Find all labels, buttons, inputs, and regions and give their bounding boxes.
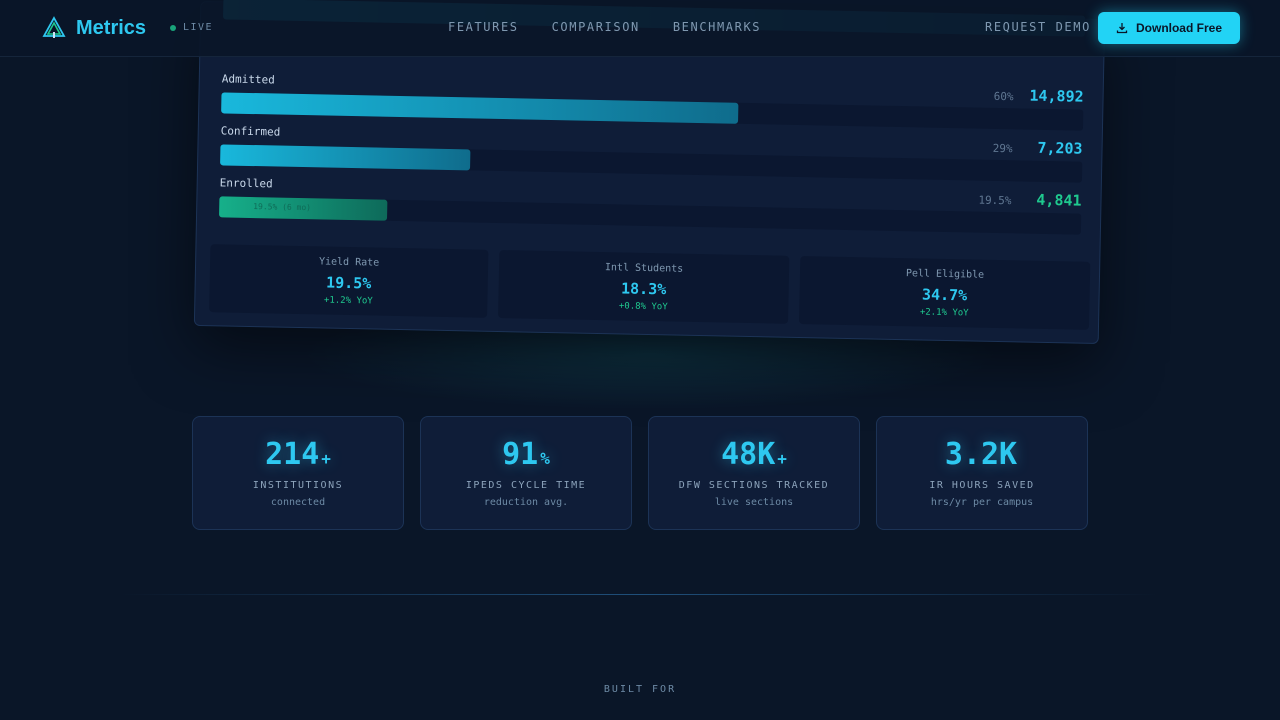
metric-number-wrap: 48K + (649, 437, 859, 472)
funnel-row-value: 14,892 (1029, 86, 1084, 106)
metric-sub: live sections (714, 497, 794, 508)
metric-label: INSTITUTIONS (252, 480, 344, 491)
metric-card-ir-hours: 3.2K IR HOURS SAVED hrs/yr per campus (876, 416, 1088, 530)
funnel-bar (220, 144, 471, 171)
funnel-row-label: Confirmed (220, 124, 281, 139)
metric-card-institutions: 214 + INSTITUTIONS connected (192, 416, 404, 530)
funnel-row-value: 4,841 (1036, 190, 1082, 210)
metric-number: 3.2K (944, 437, 1018, 472)
stat-box-yield-rate: Yield Rate 19.5% +1.2% YoY (209, 244, 489, 318)
funnel-row-admitted: Admitted 60% 14,892 (221, 72, 1084, 131)
stat-box-intl-students: Intl Students 18.3% +0.8% YoY (498, 250, 790, 324)
metric-card-ipeds: 91% IPEDS CYCLE TIME reduction avg. (420, 416, 632, 530)
funnel-bar: 19.5% (6 mo) (219, 196, 388, 221)
tree-logo-icon (42, 16, 66, 38)
metric-number-wrap: 3.2K (877, 437, 1087, 472)
funnel-row-value: 7,203 (1037, 138, 1083, 158)
live-indicator: LIVE (170, 22, 213, 33)
stat-label: Intl Students (604, 262, 684, 275)
nav-link-benchmarks[interactable]: BENCHMARKS (672, 20, 762, 34)
live-label: LIVE (183, 22, 214, 33)
stat-value: 34.7% (921, 285, 968, 305)
stat-box-pell-eligible: Pell Eligible 34.7% +2.1% YoY (798, 256, 1091, 330)
funnel-bar (221, 92, 739, 124)
nav-link-features[interactable]: FEATURES (448, 20, 519, 34)
nav-link-comparison[interactable]: COMPARISON (551, 20, 640, 34)
metric-suffix: + (777, 449, 787, 468)
funnel-row-pct: 19.5% (978, 193, 1012, 208)
stat-change: +2.1% YoY (919, 307, 969, 319)
stat-value: 18.3% (620, 279, 667, 299)
metric-suffix: % (540, 449, 550, 468)
metric-number: 91 (502, 437, 539, 472)
funnel-track: 19.5% (6 mo) (219, 196, 1082, 235)
funnel-row-label: Admitted (221, 72, 275, 87)
funnel-row-label: Enrolled (219, 176, 273, 191)
nav-links: FEATURES COMPARISON BENCHMARKS (448, 20, 761, 34)
live-dot-icon (170, 24, 176, 31)
section-divider (120, 594, 1160, 595)
stat-change: +1.2% YoY (323, 295, 373, 307)
download-free-button[interactable]: Download Free (1098, 12, 1240, 44)
metric-card-dfw: 48K + DFW SECTIONS TRACKED live sections (648, 416, 860, 530)
funnel-row-pct: 60% (993, 89, 1014, 104)
download-icon (1116, 23, 1128, 34)
metric-label: IPEDS CYCLE TIME (465, 480, 587, 491)
metric-label: DFW SECTIONS TRACKED (678, 480, 830, 491)
built-for-label: BUILT FOR (603, 684, 677, 695)
download-label: Download Free (1135, 21, 1222, 35)
top-nav: Metrics LIVE FEATURES COMPARISON BENCHMA… (0, 0, 1280, 57)
stat-label: Yield Rate (318, 256, 380, 269)
metric-suffix: + (321, 449, 331, 468)
funnel-stats: Yield Rate 19.5% +1.2% YoY Intl Students… (209, 244, 1091, 330)
metric-sub: hrs/yr per campus (930, 497, 1034, 508)
funnel-row-pct: 29% (992, 141, 1013, 156)
metric-sub: reduction avg. (483, 497, 569, 508)
metric-sub: connected (270, 497, 326, 508)
stat-value: 19.5% (325, 273, 372, 293)
funnel-track (220, 144, 1083, 183)
brand-name: Metrics (76, 16, 147, 39)
metric-number: 48K (721, 437, 776, 472)
metric-cards: 214 + INSTITUTIONS connected 91% IPEDS CY… (192, 416, 1088, 530)
stat-change: +0.8% YoY (618, 301, 668, 313)
funnel-bar-note: 19.5% (6 mo) (253, 202, 312, 213)
metric-number-wrap: 91% (421, 437, 631, 472)
metric-number-wrap: 214 + (193, 437, 403, 472)
stat-label: Pell Eligible (905, 268, 985, 281)
funnel-track (221, 92, 1084, 131)
request-demo-link[interactable]: REQUEST DEMO (985, 20, 1091, 34)
metric-number: 214 (265, 437, 320, 472)
brand-logo[interactable]: Metrics (42, 16, 146, 40)
metric-label: IR HOURS SAVED (929, 480, 1035, 491)
